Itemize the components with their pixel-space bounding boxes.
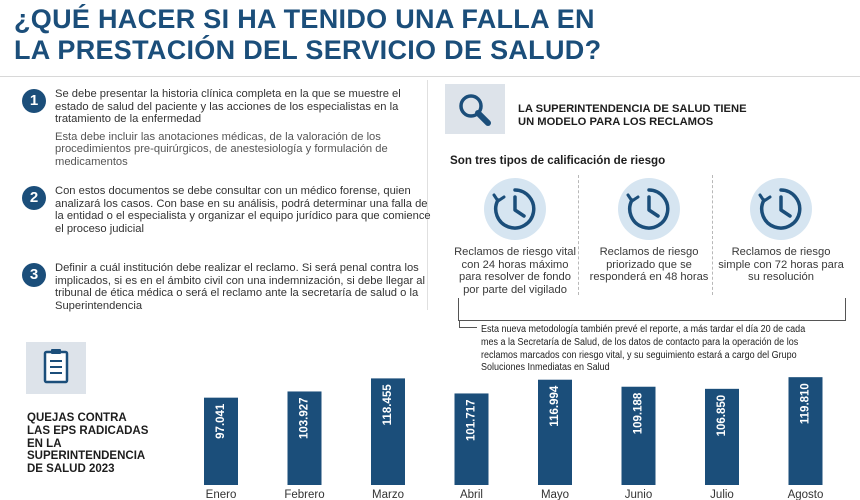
chart-title-line: SUPERINTENDENCIA — [27, 450, 146, 463]
methodology-note: Esta nueva metodología también prevé el … — [481, 324, 806, 374]
risk-type-priorizado: Reclamos de riesgo priorizado que se res… — [589, 246, 709, 283]
heading-line-2: UN MODELO PARA LOS RECLAMOS — [518, 116, 714, 128]
step-text: Con estos documentos se debe consultar c… — [55, 185, 435, 235]
clipboard-icon — [26, 342, 86, 394]
category-label: Mayo — [541, 489, 569, 500]
bar-value-label: 106.850 — [716, 395, 728, 437]
category-label: Febrero — [284, 489, 324, 500]
category-label: Agosto — [788, 489, 824, 500]
note-connector — [459, 320, 460, 328]
complaints-bar-chart: 97.041 Enero 103.927 Febrero 118.455 Marzo 101… — [170, 345, 860, 500]
bar-mayo — [538, 379, 572, 485]
chart-title-line: DE SALUD 2023 — [27, 463, 115, 476]
bar-chart-svg: 97.041 Enero 103.927 Febrero 118.455 Marzo 101… — [204, 377, 824, 500]
title-line-2: LA PRESTACIÓN DEL SERVICIO DE SALUD? — [14, 35, 602, 65]
category-label: Abril — [460, 489, 483, 500]
risk-type-divider — [712, 175, 713, 295]
bar-value-label: 118.455 — [382, 384, 394, 426]
step-number-badge: 1 — [22, 89, 46, 113]
clock-icon — [618, 178, 680, 240]
bar-value-label: 101.717 — [466, 399, 478, 441]
risk-type-divider — [578, 175, 579, 295]
category-label: Junio — [625, 489, 653, 500]
heading-line-1: LA SUPERINTENDENCIA DE SALUD TIENE — [518, 103, 747, 115]
bar-febrero — [287, 391, 322, 485]
bar-value-label: 119.810 — [800, 383, 812, 424]
step-text: Se debe presentar la historia clínica co… — [55, 88, 435, 169]
bar-value-label: 116.994 — [549, 385, 561, 427]
risk-type-vital: Reclamos de riesgo vital con 24 horas má… — [454, 246, 576, 296]
step-main-text: Con estos documentos se debe consultar c… — [55, 185, 431, 235]
column-divider — [427, 80, 428, 310]
category-label: Julio — [710, 489, 734, 500]
chart-title-line: EN LA — [27, 437, 62, 450]
clock-icon — [484, 178, 546, 240]
step-main-text: Se debe presentar la historia clínica co… — [55, 88, 401, 126]
step-number-badge: 2 — [22, 186, 46, 210]
bar-marzo — [371, 378, 405, 485]
bar-agosto — [788, 377, 823, 485]
bar-value-label: 109.188 — [633, 392, 645, 434]
chart-title: QUEJAS CONTRA LAS EPS RADICADAS EN LA SU… — [27, 412, 157, 476]
bar-enero — [204, 397, 238, 485]
bar-value-label: 97.041 — [215, 403, 227, 439]
category-label: Marzo — [372, 489, 404, 500]
page-title: ¿QUÉ HACER SI HA TENIDO UNA FALLA EN LA … — [14, 4, 601, 66]
bar-junio — [621, 386, 656, 485]
step-number-badge: 3 — [22, 263, 46, 287]
bar-value-label: 103.927 — [299, 397, 311, 439]
category-label: Enero — [206, 489, 237, 500]
risk-types-subheading: Son tres tipos de calificación de riesgo — [450, 154, 666, 167]
magnifier-icon — [445, 84, 505, 134]
risk-type-simple: Reclamos de riesgo simple con 72 horas p… — [718, 246, 844, 283]
header-divider — [0, 76, 860, 77]
step-sub-text: Esta debe incluir las anotaciones médica… — [55, 130, 388, 168]
chart-title-line: QUEJAS CONTRA — [27, 412, 127, 424]
note-bracket — [458, 298, 846, 321]
step-main-text: Definir a cuál institución debe realizar… — [55, 262, 426, 312]
note-connector — [459, 327, 477, 328]
chart-title-line: LAS EPS RADICADAS — [27, 424, 149, 437]
superintendencia-heading: LA SUPERINTENDENCIA DE SALUD TIENE UN MO… — [518, 103, 808, 129]
bar-abril — [454, 393, 489, 485]
step-text: Definir a cuál institución debe realizar… — [55, 262, 435, 312]
bar-julio — [705, 388, 739, 485]
clock-icon — [750, 178, 812, 240]
title-line-1: ¿QUÉ HACER SI HA TENIDO UNA FALLA EN — [14, 4, 595, 34]
